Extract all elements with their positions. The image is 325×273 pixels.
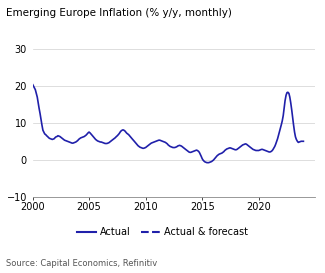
Actual — [97, 140, 100, 143]
Actual & forecast — [301, 140, 305, 143]
Actual & forecast — [303, 140, 307, 143]
Actual & forecast — [296, 141, 300, 144]
Line: Actual & forecast: Actual & forecast — [298, 141, 307, 143]
Actual & forecast — [298, 140, 302, 143]
Text: Emerging Europe Inflation (% y/y, monthly): Emerging Europe Inflation (% y/y, monthl… — [6, 8, 232, 18]
Actual & forecast — [297, 140, 301, 144]
Actual — [218, 152, 222, 155]
Actual — [296, 141, 300, 144]
Actual — [31, 82, 34, 86]
Actual & forecast — [304, 140, 308, 143]
Actual & forecast — [296, 141, 300, 144]
Actual — [158, 138, 162, 142]
Actual — [41, 129, 45, 132]
Actual & forecast — [305, 140, 309, 143]
Text: Source: Capital Economics, Refinitiv: Source: Capital Economics, Refinitiv — [6, 259, 158, 268]
Actual — [205, 161, 209, 164]
Legend: Actual, Actual & forecast: Actual, Actual & forecast — [73, 223, 252, 241]
Actual & forecast — [299, 140, 303, 143]
Actual — [252, 148, 256, 152]
Line: Actual: Actual — [32, 84, 298, 163]
Actual — [287, 92, 291, 95]
Actual & forecast — [300, 140, 304, 143]
Actual & forecast — [302, 140, 306, 143]
